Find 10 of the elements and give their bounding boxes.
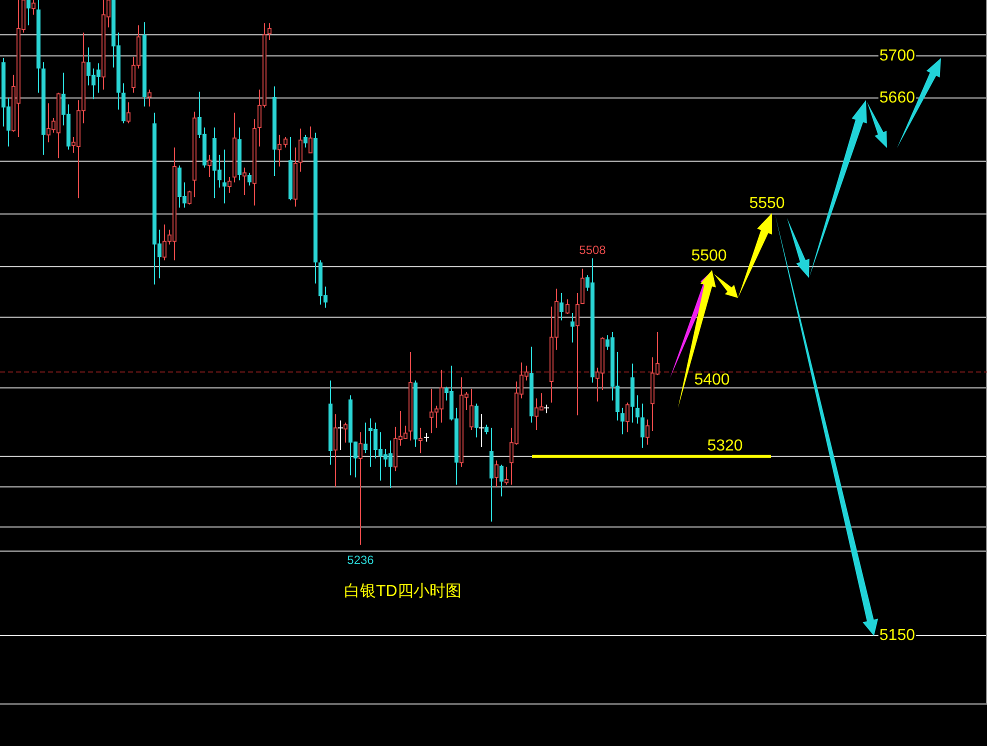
ref-line-label: 5500 <box>691 248 727 265</box>
text: 5236 <box>347 552 374 567</box>
y-tick-label: 5660 <box>879 90 916 107</box>
y-tick-label: 5150 <box>879 626 916 644</box>
ref-line-label: 5550 <box>749 194 785 212</box>
text: 白银TD四小时图 <box>344 582 462 600</box>
y-tick-label: 5700 <box>879 47 916 64</box>
ref-line-label: 5400 <box>694 372 730 389</box>
ref-line-label: 5320 <box>707 437 743 454</box>
text: 5508 <box>579 243 606 258</box>
